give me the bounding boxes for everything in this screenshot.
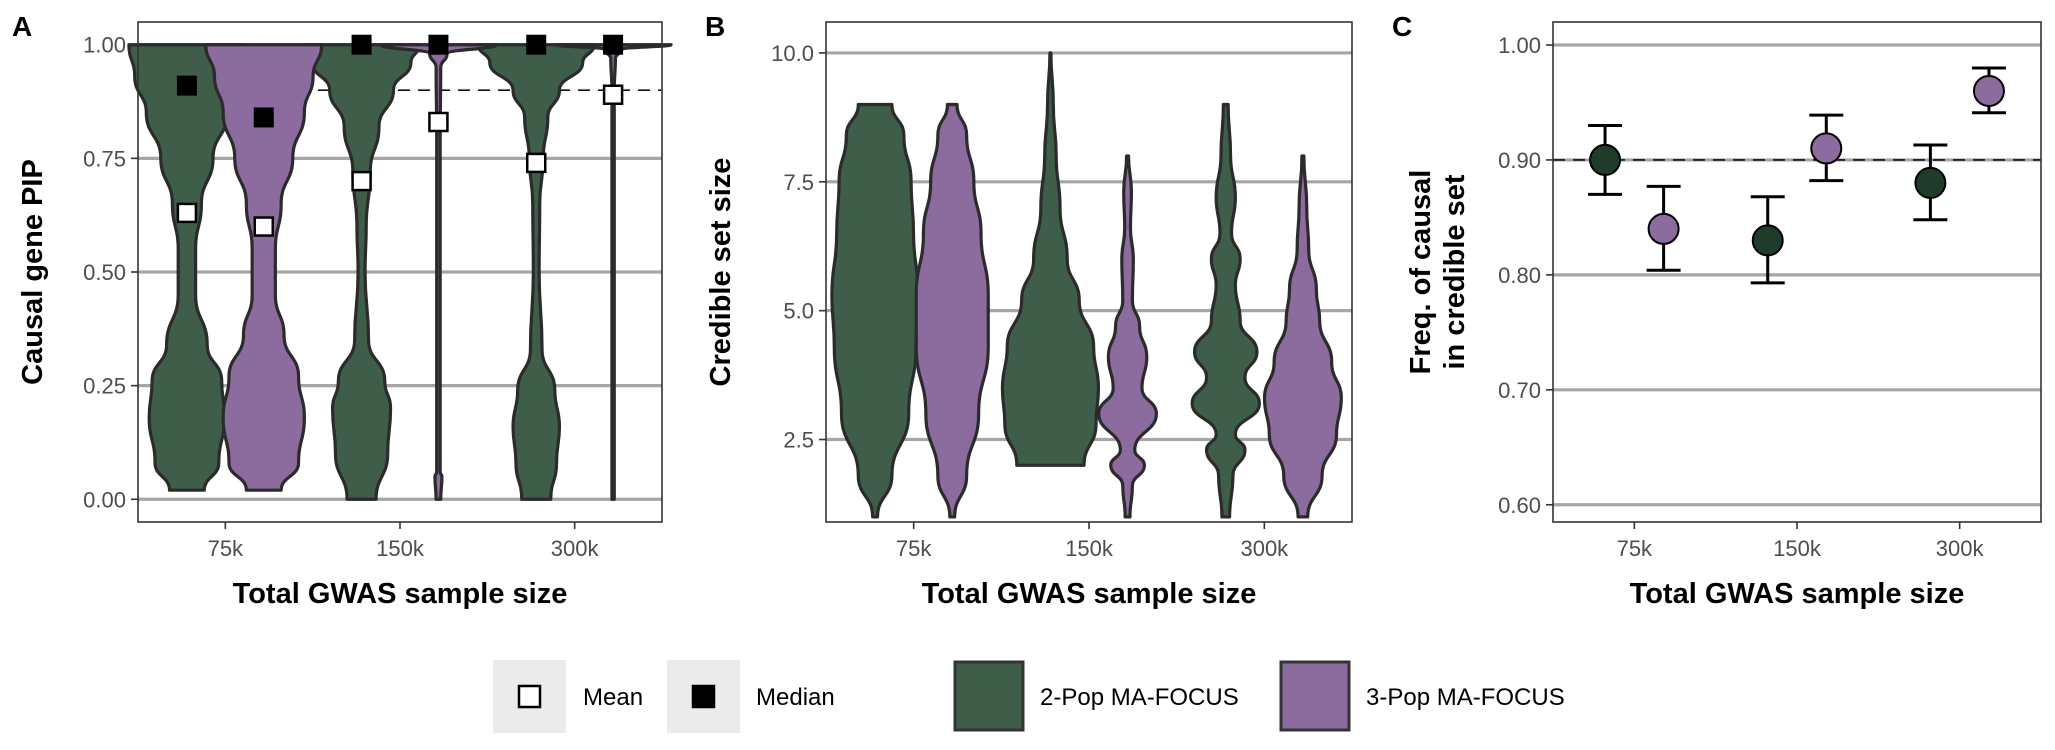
panel-b: 2.5 5.0 7.5 10.0 75k 150k 300k Total GWAS sam… <box>705 21 1353 610</box>
y-tick-label: 0.80 <box>1498 263 1541 288</box>
panel-c: 0.60 0.70 0.80 0.90 1.00 75k 150k 300k Total G… <box>1405 21 2042 610</box>
mean-marker <box>351 170 372 192</box>
median-marker <box>351 34 372 55</box>
median-marker <box>428 34 449 55</box>
mean-marker <box>176 202 198 224</box>
x-tick-label: 75k <box>208 536 244 561</box>
legend-median-marker <box>691 684 716 709</box>
panel-c-y-axis-title: Freq. of causal in credible set <box>1405 170 1471 375</box>
panel-c-x-ticks: 75k 150k 300k <box>1617 522 1985 561</box>
median-marker <box>603 34 624 55</box>
point-3-pop-ma-focus-300k <box>1972 74 2005 107</box>
x-tick-label: 300k <box>1240 536 1289 561</box>
panel-b-grid <box>826 51 1352 442</box>
point-2-pop-ma-focus-300k <box>1914 166 1947 199</box>
x-tick-label: 75k <box>896 536 932 561</box>
x-tick-label: 150k <box>376 536 425 561</box>
legend-2pop-swatch <box>953 660 1025 732</box>
legend-mean-marker <box>517 684 542 709</box>
panel-c-y-axis-title-line-2: in credible set <box>1439 174 1471 369</box>
point-2-pop-ma-focus-75k <box>1589 143 1622 176</box>
panel-b-x-axis-title: Total GWAS sample size <box>922 578 1257 610</box>
panel-c-y-axis-title-line-1: Freq. of causal <box>1405 170 1437 375</box>
y-tick-label: 0.60 <box>1498 493 1541 518</box>
panel-a: 0.00 0.25 0.50 0.75 1.00 75k 150k 300k Total G… <box>17 21 673 610</box>
panel-c-grid <box>1553 43 2041 507</box>
legend-median-label: Median <box>756 684 835 711</box>
legend-2pop-label: 2-Pop MA-FOCUS <box>1040 684 1239 711</box>
y-tick-label: 5.0 <box>783 299 814 324</box>
point-3-pop-ma-focus-150k <box>1810 132 1843 165</box>
median-marker <box>526 34 547 55</box>
violin-3-pop-ma-focus-75k <box>204 43 324 492</box>
violin-2-pop-ma-focus-75k <box>127 43 247 492</box>
panel-b-x-ticks: 75k 150k 300k <box>896 522 1289 561</box>
y-tick-label: 0.75 <box>83 146 126 171</box>
violin-3-pop-ma-focus-150k <box>1097 154 1158 519</box>
y-tick-label: 0.90 <box>1498 148 1541 173</box>
mean-marker <box>253 216 275 237</box>
x-tick-label: 75k <box>1617 536 1653 561</box>
median-marker <box>176 75 197 96</box>
panel-a-x-axis-title: Total GWAS sample size <box>233 578 568 610</box>
panel-a-y-axis-title: Causal gene PIP <box>17 159 49 385</box>
y-tick-label: 10.0 <box>771 41 814 66</box>
x-tick-label: 300k <box>551 536 600 561</box>
violin-2-pop-ma-focus-150k <box>1000 51 1101 467</box>
y-tick-label: 7.5 <box>783 170 814 195</box>
panel-c-points <box>1588 66 2006 285</box>
panel-c-frame <box>1552 21 2042 523</box>
point-3-pop-ma-focus-75k <box>1647 212 1680 245</box>
legend-3pop-label: 3-Pop MA-FOCUS <box>1366 684 1565 711</box>
violin-2-pop-ma-focus-300k <box>1190 102 1261 519</box>
panel-c-label: C <box>1392 11 1412 42</box>
median-marker <box>253 107 274 128</box>
x-tick-label: 150k <box>1065 536 1114 561</box>
panel-b-violins <box>830 51 1343 519</box>
mean-marker <box>525 152 547 174</box>
panel-b-label: B <box>705 11 725 42</box>
panel-c-x-axis-title: Total GWAS sample size <box>1630 578 1965 610</box>
x-tick-label: 300k <box>1936 536 1985 561</box>
panel-b-y-axis-title: Credible set size <box>705 158 737 387</box>
violin-3-pop-ma-focus-75k <box>914 102 990 519</box>
x-tick-label: 150k <box>1773 536 1822 561</box>
panel-a-y-ticks: 0.00 0.25 0.50 0.75 1.00 <box>83 33 138 512</box>
legend-mean-label: Mean <box>583 684 643 711</box>
panel-c-y-ticks: 0.60 0.70 0.80 0.90 1.00 <box>1498 33 1553 518</box>
violin-2-pop-ma-focus-75k <box>830 102 920 519</box>
panel-a-label: A <box>12 11 32 42</box>
y-tick-label: 0.00 <box>83 487 126 512</box>
mean-marker <box>602 84 624 105</box>
panel-b-y-ticks: 2.5 5.0 7.5 10.0 <box>771 41 826 453</box>
point-2-pop-ma-focus-150k <box>1751 224 1784 257</box>
y-tick-label: 0.70 <box>1498 378 1541 403</box>
y-tick-label: 0.25 <box>83 374 126 399</box>
panel-a-x-ticks: 75k 150k 300k <box>208 522 600 561</box>
violin-3-pop-ma-focus-300k <box>1262 154 1343 519</box>
legend: Mean Median 2-Pop MA-FOCUS 3-Pop MA-FOCU… <box>493 660 1565 733</box>
y-tick-label: 0.50 <box>83 260 126 285</box>
y-tick-label: 1.00 <box>1498 33 1541 58</box>
panel-a-summary-markers <box>176 34 624 237</box>
mean-marker <box>428 111 449 133</box>
legend-3pop-swatch <box>1279 660 1351 732</box>
y-tick-label: 2.5 <box>783 428 814 453</box>
y-tick-label: 1.00 <box>83 33 126 58</box>
